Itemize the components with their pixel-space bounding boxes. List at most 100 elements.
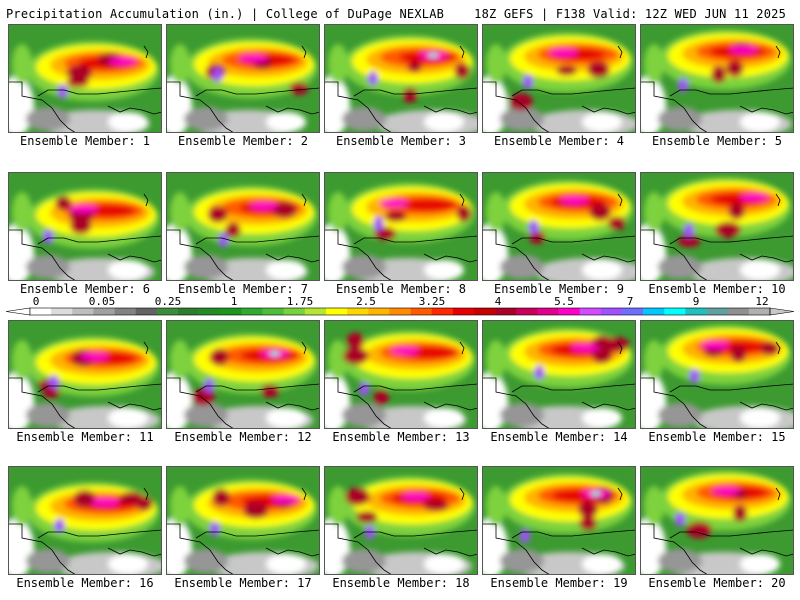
colorbar-swatch (495, 308, 517, 315)
colorbar-tick-label: 1.75 (287, 296, 314, 308)
colorbar-swatch (452, 308, 475, 315)
member-caption: Ensemble Member: 18 (332, 576, 470, 590)
colorbar-swatch (431, 308, 454, 315)
ensemble-member-map (482, 24, 636, 133)
ensemble-member-map (324, 320, 478, 429)
colorbar-swatch (389, 308, 411, 315)
ensemble-member-map (324, 172, 478, 281)
colorbar-swatch (368, 308, 390, 315)
colorbar-min-arrow (5, 307, 31, 316)
ensemble-member-map (482, 320, 636, 429)
colorbar-tick-label: 0.05 (89, 296, 116, 308)
colorbar-swatch (304, 308, 327, 315)
colorbar-tick-label: 4 (495, 296, 502, 308)
colorbar-swatch (114, 308, 137, 315)
ensemble-member-map (482, 466, 636, 575)
member-caption: Ensemble Member: 15 (648, 430, 786, 444)
colorbar-swatch (600, 308, 623, 315)
member-caption: Ensemble Member: 10 (648, 282, 786, 296)
colorbar-swatch (516, 308, 538, 315)
ensemble-member-map (8, 320, 162, 429)
member-caption: Ensemble Member: 11 (16, 430, 154, 444)
colorbar-swatch (643, 308, 665, 315)
colorbar-swatch (474, 308, 496, 315)
ensemble-member-map (166, 24, 320, 133)
ensemble-member-map (640, 24, 794, 133)
precip-map-graphic (482, 172, 636, 281)
colorbar-swatch (283, 308, 306, 315)
member-caption: Ensemble Member: 14 (490, 430, 628, 444)
member-caption: Ensemble Member: 12 (174, 430, 312, 444)
ensemble-member-map (166, 320, 320, 429)
colorbar-swatch (93, 308, 115, 315)
member-caption: Ensemble Member: 17 (174, 576, 312, 590)
precip-map-graphic (166, 320, 320, 429)
colorbar-tick-label: 0 (33, 296, 40, 308)
colorbar-swatch (579, 308, 602, 315)
member-caption: Ensemble Member: 1 (19, 134, 151, 148)
precip-map-graphic (482, 320, 636, 429)
member-caption: Ensemble Member: 8 (335, 282, 467, 296)
ensemble-member-map (640, 466, 794, 575)
member-caption: Ensemble Member: 2 (177, 134, 309, 148)
ensemble-member-map (324, 466, 478, 575)
colorbar-swatch (178, 308, 200, 315)
precip-map-graphic (166, 466, 320, 575)
precip-map-graphic (640, 466, 794, 575)
precip-map-graphic (324, 320, 478, 429)
member-caption: Ensemble Member: 3 (335, 134, 467, 148)
colorbar-swatch (220, 308, 242, 315)
colorbar-swatch (706, 308, 729, 315)
ensemble-member-map (324, 24, 478, 133)
colorbar-swatch (30, 308, 52, 315)
colorbar-tick-label: 7 (627, 296, 634, 308)
colorbar-swatch (135, 308, 158, 315)
member-caption: Ensemble Member: 19 (490, 576, 628, 590)
member-caption: Ensemble Member: 20 (648, 576, 786, 590)
colorbar-max-arrow (769, 307, 795, 316)
colorbar-swatch (156, 308, 179, 315)
ensemble-member-map (8, 24, 162, 133)
precip-map-graphic (482, 466, 636, 575)
colorbar-swatch (199, 308, 221, 315)
precip-map-graphic (8, 24, 162, 133)
precip-map-graphic (324, 24, 478, 133)
colorbar-swatch (241, 308, 263, 315)
colorbar-swatch (685, 308, 707, 315)
colorbar-swatch (664, 308, 686, 315)
colorbar-tick-label: 1 (231, 296, 238, 308)
colorbar-tick-label: 2.5 (356, 296, 376, 308)
colorbar-tick-label: 9 (693, 296, 700, 308)
colorbar-tick-label: 0.25 (155, 296, 182, 308)
ensemble-member-map (8, 466, 162, 575)
colorbar-swatch (410, 308, 433, 315)
colorbar-graphic: 0 0.05 0.25 1 1.75 2.5 3.25 4 5.5 7 9 12 (5, 295, 795, 316)
member-caption: Ensemble Member: 9 (493, 282, 625, 296)
run-valid-time: 18Z GEFS | F138 Valid: 12Z WED JUN 11 20… (474, 7, 786, 21)
colorbar-swatch (748, 308, 771, 315)
colorbar-swatch (622, 308, 644, 315)
precip-map-graphic (166, 24, 320, 133)
colorbar-swatch (326, 308, 348, 315)
precip-map-graphic (8, 466, 162, 575)
map-title: Precipitation Accumulation (in.) | Colle… (6, 7, 445, 21)
colorbar-tick-label: 12 (755, 296, 768, 308)
member-caption: Ensemble Member: 13 (332, 430, 470, 444)
member-caption: Ensemble Member: 6 (19, 282, 151, 296)
precip-map-graphic (324, 172, 478, 281)
precip-map-graphic (8, 172, 162, 281)
colorbar-swatch (558, 308, 581, 315)
member-caption: Ensemble Member: 7 (177, 282, 309, 296)
colorbar-swatch (727, 308, 750, 315)
ensemble-member-map (8, 172, 162, 281)
precip-map-graphic (640, 172, 794, 281)
precip-map-graphic (640, 24, 794, 133)
member-caption: Ensemble Member: 5 (651, 134, 783, 148)
ensemble-member-map (482, 172, 636, 281)
colorbar-tick-label: 3.25 (419, 296, 446, 308)
colorbar-swatch (72, 308, 94, 315)
ensemble-member-map (166, 172, 320, 281)
member-caption: Ensemble Member: 16 (16, 576, 154, 590)
precip-map-graphic (166, 172, 320, 281)
ensemble-member-map (166, 466, 320, 575)
